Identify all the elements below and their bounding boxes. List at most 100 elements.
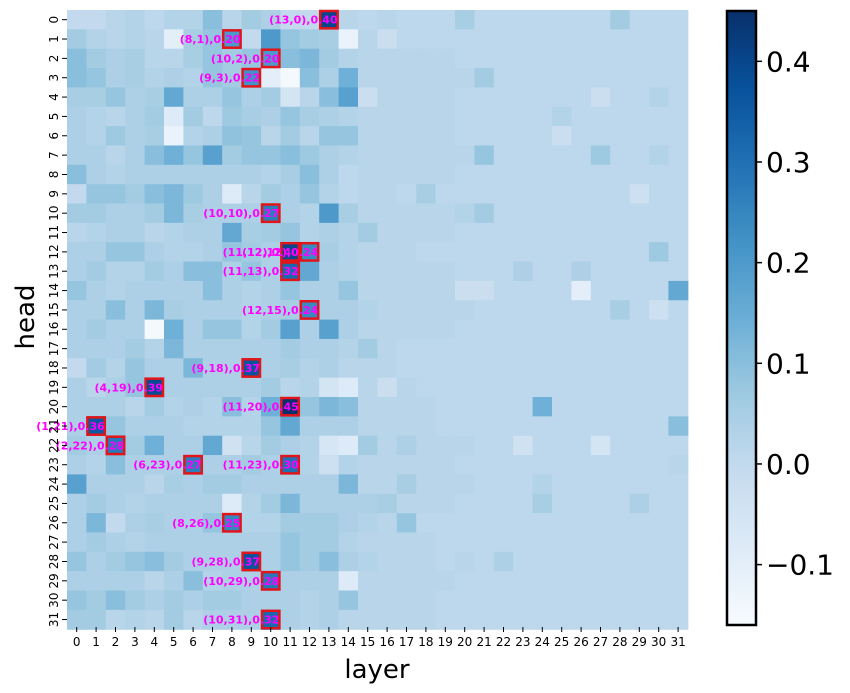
heatmap-cell — [358, 590, 378, 611]
heatmap-cell — [105, 455, 126, 475]
heatmap-cell — [416, 397, 437, 417]
heatmap-cell — [532, 532, 553, 553]
heatmap-cell — [629, 242, 650, 263]
heatmap-cell — [455, 10, 475, 30]
heatmap-cell — [377, 609, 398, 630]
heatmap-cell — [144, 474, 165, 495]
heatmap-cell — [280, 493, 301, 514]
y-tick-label: 27 — [47, 534, 61, 549]
heatmap-cell — [532, 184, 553, 205]
heatmap-cell — [552, 474, 572, 495]
heatmap-cell — [261, 397, 281, 417]
heatmap-cell — [222, 261, 243, 282]
heatmap-cell — [610, 397, 631, 417]
heatmap-cell — [202, 184, 223, 205]
x-tick-label: 30 — [651, 635, 666, 649]
heatmap-cell — [377, 10, 398, 30]
heatmap-cell — [319, 338, 340, 359]
heatmap-cell — [202, 300, 223, 321]
heatmap-cell — [590, 377, 611, 398]
heatmap-cell — [280, 203, 301, 224]
heatmap-cell — [629, 300, 650, 321]
heatmap-cell — [435, 184, 456, 205]
heatmap-cell — [552, 590, 572, 611]
heatmap-cell — [377, 106, 398, 127]
heatmap-cell — [358, 87, 378, 108]
heatmap-cell — [513, 319, 534, 340]
heatmap-cell — [474, 203, 495, 224]
heatmap-cell — [183, 435, 204, 456]
y-tick-label: 24 — [47, 476, 61, 491]
heatmap-cell — [358, 164, 378, 185]
heatmap-cell — [164, 435, 184, 456]
heatmap-cell — [164, 222, 184, 243]
heatmap-cell — [280, 222, 301, 243]
heatmap-cell — [377, 358, 398, 379]
y-tick-label: 13 — [47, 264, 61, 279]
heatmap-cell — [668, 513, 689, 534]
heatmap-cell — [590, 609, 611, 630]
heatmap-cell — [629, 106, 650, 127]
heatmap-cell — [105, 126, 126, 147]
heatmap-cell — [552, 106, 572, 127]
heatmap-cell — [241, 203, 262, 224]
heatmap-cell — [358, 29, 378, 50]
highlight-box — [260, 48, 281, 69]
heatmap-cell — [67, 126, 87, 147]
heatmap-cell — [571, 106, 592, 127]
heatmap-cell — [86, 513, 107, 534]
heatmap-cell — [67, 48, 87, 69]
heatmap-cell — [668, 126, 689, 147]
heatmap-cell — [513, 106, 534, 127]
heatmap-cell — [261, 493, 281, 514]
heatmap-cell — [513, 397, 534, 417]
heatmap-cell — [105, 164, 126, 185]
heatmap-cell — [396, 184, 417, 205]
annotation-label: (9,18),0.37 — [191, 362, 260, 375]
heatmap-cell — [377, 319, 398, 340]
heatmap-cell — [86, 222, 107, 243]
heatmap-cell — [67, 474, 87, 495]
heatmap-cell — [649, 68, 669, 88]
heatmap-cell — [338, 184, 359, 205]
heatmap-cell — [280, 609, 301, 630]
heatmap-cell — [668, 300, 689, 321]
heatmap-cell — [183, 338, 204, 359]
heatmap-cell — [416, 145, 437, 166]
heatmap-cell — [629, 338, 650, 359]
heatmap-cell — [416, 242, 437, 263]
heatmap-cell — [241, 184, 262, 205]
heatmap-cell — [571, 455, 592, 475]
heatmap-cell — [125, 338, 146, 359]
heatmap-cell — [455, 532, 475, 553]
x-tick-label: 0 — [73, 635, 81, 649]
y-tick-label: 25 — [47, 496, 61, 511]
heatmap-cell — [319, 397, 340, 417]
heatmap-cell — [629, 261, 650, 282]
heatmap-cell — [493, 87, 514, 108]
heatmap-cell — [552, 455, 572, 475]
heatmap-cell — [299, 551, 320, 572]
heatmap-cell — [144, 242, 165, 263]
heatmap-cell — [202, 551, 223, 572]
heatmap-cell — [319, 184, 340, 205]
heatmap-cell — [474, 261, 495, 282]
heatmap-cell — [552, 280, 572, 301]
heatmap-cell — [532, 261, 553, 282]
heatmap-cell — [105, 493, 126, 514]
heatmap-cell — [590, 145, 611, 166]
heatmap-cell — [125, 493, 146, 514]
heatmap-cell — [338, 435, 359, 456]
heatmap-cell — [629, 513, 650, 534]
heatmap-cell — [338, 48, 359, 69]
annotation-label: (10,10),0.27 — [203, 207, 279, 220]
heatmap-cell — [571, 397, 592, 417]
heatmap-cell — [396, 29, 417, 50]
heatmap-cell — [629, 48, 650, 69]
heatmap-cell — [416, 551, 437, 572]
heatmap-cell — [590, 319, 611, 340]
highlight-box — [280, 396, 301, 417]
heatmap-cells — [67, 10, 689, 630]
heatmap-cell — [532, 358, 553, 379]
heatmap-cell — [668, 551, 689, 572]
